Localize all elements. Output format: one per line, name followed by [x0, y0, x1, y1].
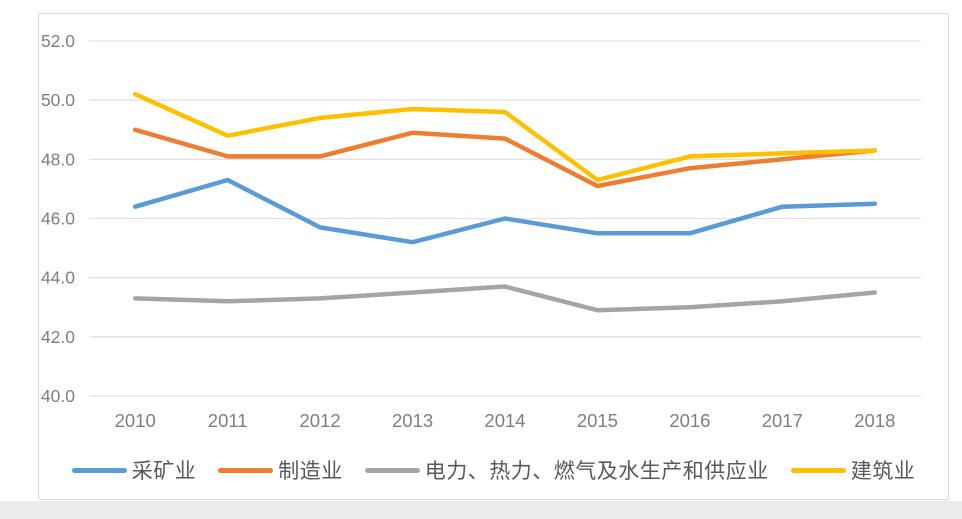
series-line-0 — [132, 177, 878, 245]
y-axis-tick-label: 48.0 — [41, 149, 75, 169]
series-line-3 — [132, 91, 878, 183]
legend-line-swatch — [71, 467, 127, 473]
y-axis-tick-label: 46.0 — [41, 209, 75, 229]
x-axis-tick-label: 2012 — [300, 410, 341, 431]
series-line-1 — [132, 127, 878, 189]
legend-item-2: 电力、热力、燃气及水生产和供应业 — [364, 455, 769, 485]
y-axis-tick-label: 52.0 — [41, 31, 75, 51]
line-chart: 52.0 50.0 48.0 46.0 44.0 42.0 40.0 2010 2011 2012… — [41, 31, 921, 431]
legend-label: 建筑业 — [850, 460, 916, 483]
legend-line-swatch — [364, 467, 420, 473]
y-axis-tick-label: 40.0 — [41, 386, 75, 406]
x-axis-tick-label: 2014 — [484, 410, 525, 431]
x-axis-tick-label: 2010 — [115, 410, 156, 431]
legend-item-1: 制造业 — [218, 455, 343, 485]
y-axis-tick-label: 42.0 — [41, 327, 75, 347]
x-axis-tick-label: 2017 — [762, 410, 803, 431]
legend-item-3: 建筑业 — [790, 455, 916, 485]
legend-label: 电力、热力、燃气及水生产和供应业 — [424, 460, 769, 483]
x-axis-tick-label: 2011 — [208, 410, 248, 431]
y-axis-tick-label: 50.0 — [41, 90, 75, 110]
page-bottom-strip — [0, 501, 962, 519]
series-line-2 — [132, 284, 878, 313]
legend-item-0: 采矿业 — [71, 455, 197, 485]
legend-label: 制造业 — [278, 460, 343, 483]
x-axis-tick-label: 2015 — [577, 410, 618, 431]
legend-line-swatch — [790, 467, 846, 473]
chart-legend: 采矿业 制造业 电力、热力、燃气及水生产和供应业 建筑业 — [39, 455, 948, 485]
x-axis-tick-label: 2016 — [669, 410, 710, 431]
x-axis-tick-label: 2013 — [392, 410, 433, 431]
legend-line-swatch — [218, 467, 274, 473]
chart-card: 52.0 50.0 48.0 46.0 44.0 42.0 40.0 2010 2011 2012… — [38, 13, 949, 500]
y-axis-tick-label: 44.0 — [41, 268, 75, 288]
legend-label: 采矿业 — [131, 460, 197, 483]
x-axis-tick-label: 2018 — [854, 410, 895, 431]
